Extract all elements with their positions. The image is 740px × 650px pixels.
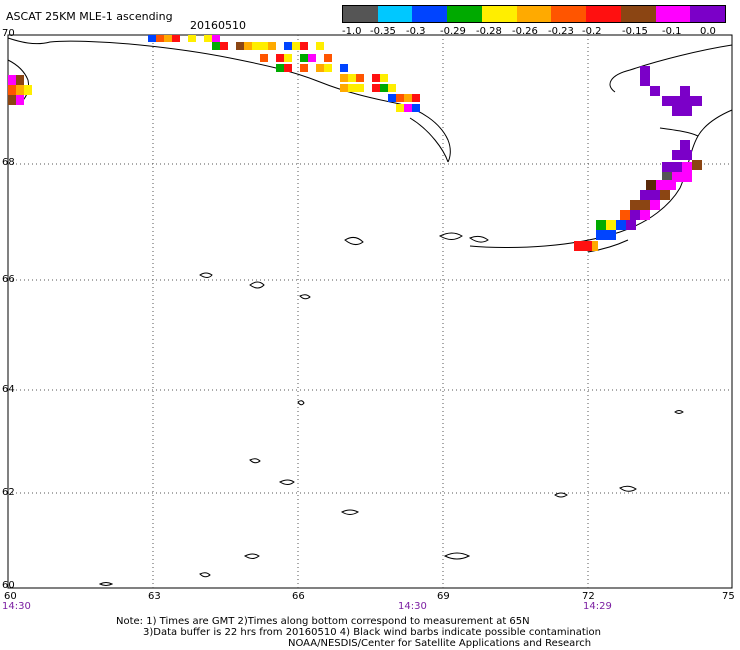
- lon-label: 66: [292, 591, 305, 602]
- scale-label: -0.15: [622, 26, 648, 37]
- scale-swatch-6: [516, 6, 552, 22]
- scale-label: -0.26: [512, 26, 538, 37]
- color-scale-bar: [342, 5, 726, 23]
- scale-swatch-11: [690, 6, 726, 22]
- scale-label: -0.23: [548, 26, 574, 37]
- scale-swatch-8: [586, 6, 621, 22]
- lat-label: 62: [2, 487, 15, 498]
- lat-label: 70: [2, 28, 15, 39]
- lon-label: 72: [582, 591, 595, 602]
- scale-swatch-1: [343, 6, 378, 22]
- lon-label: 69: [437, 591, 450, 602]
- wind-data-cells: [8, 35, 702, 251]
- lat-label: 64: [2, 384, 15, 395]
- scale-swatch-2: [377, 6, 413, 22]
- coastline: [7, 37, 733, 586]
- scale-label: -0.3: [406, 26, 426, 37]
- scale-swatch-3: [412, 6, 448, 22]
- scale-swatch-7: [551, 6, 587, 22]
- map-title: ASCAT 25KM MLE-1 ascending: [6, 10, 173, 23]
- scale-swatch-10: [655, 6, 691, 22]
- time-label: 14:30: [398, 601, 427, 612]
- lon-label: 63: [148, 591, 161, 602]
- note-line-1: Note: 1) Times are GMT 2)Times along bot…: [116, 616, 530, 627]
- scale-label: -0.29: [440, 26, 466, 37]
- lat-label: 68: [2, 157, 15, 168]
- map-frame: [7, 34, 733, 589]
- time-label: 14:30: [2, 601, 31, 612]
- scale-label: -0.1: [662, 26, 682, 37]
- lat-label: 66: [2, 274, 15, 285]
- lon-label: 60: [4, 591, 17, 602]
- time-label: 14:29: [583, 601, 612, 612]
- scale-label: 0.0: [700, 26, 716, 37]
- scale-label: -1.0: [342, 26, 362, 37]
- scale-swatch-5: [481, 6, 517, 22]
- note-line-3: NOAA/NESDIS/Center for Satellite Applica…: [288, 638, 592, 649]
- scale-label: -0.2: [582, 26, 602, 37]
- lat-label: 60: [2, 580, 15, 591]
- scale-swatch-9: [620, 6, 656, 22]
- scale-label: -0.35: [370, 26, 396, 37]
- scale-label: -0.28: [476, 26, 502, 37]
- note-line-2: 3)Data buffer is 22 hrs from 20160510 4)…: [143, 627, 601, 638]
- graticule: [8, 35, 732, 588]
- map-date: 20160510: [190, 19, 246, 32]
- scale-swatch-4: [447, 6, 482, 22]
- lon-label: 75: [722, 591, 735, 602]
